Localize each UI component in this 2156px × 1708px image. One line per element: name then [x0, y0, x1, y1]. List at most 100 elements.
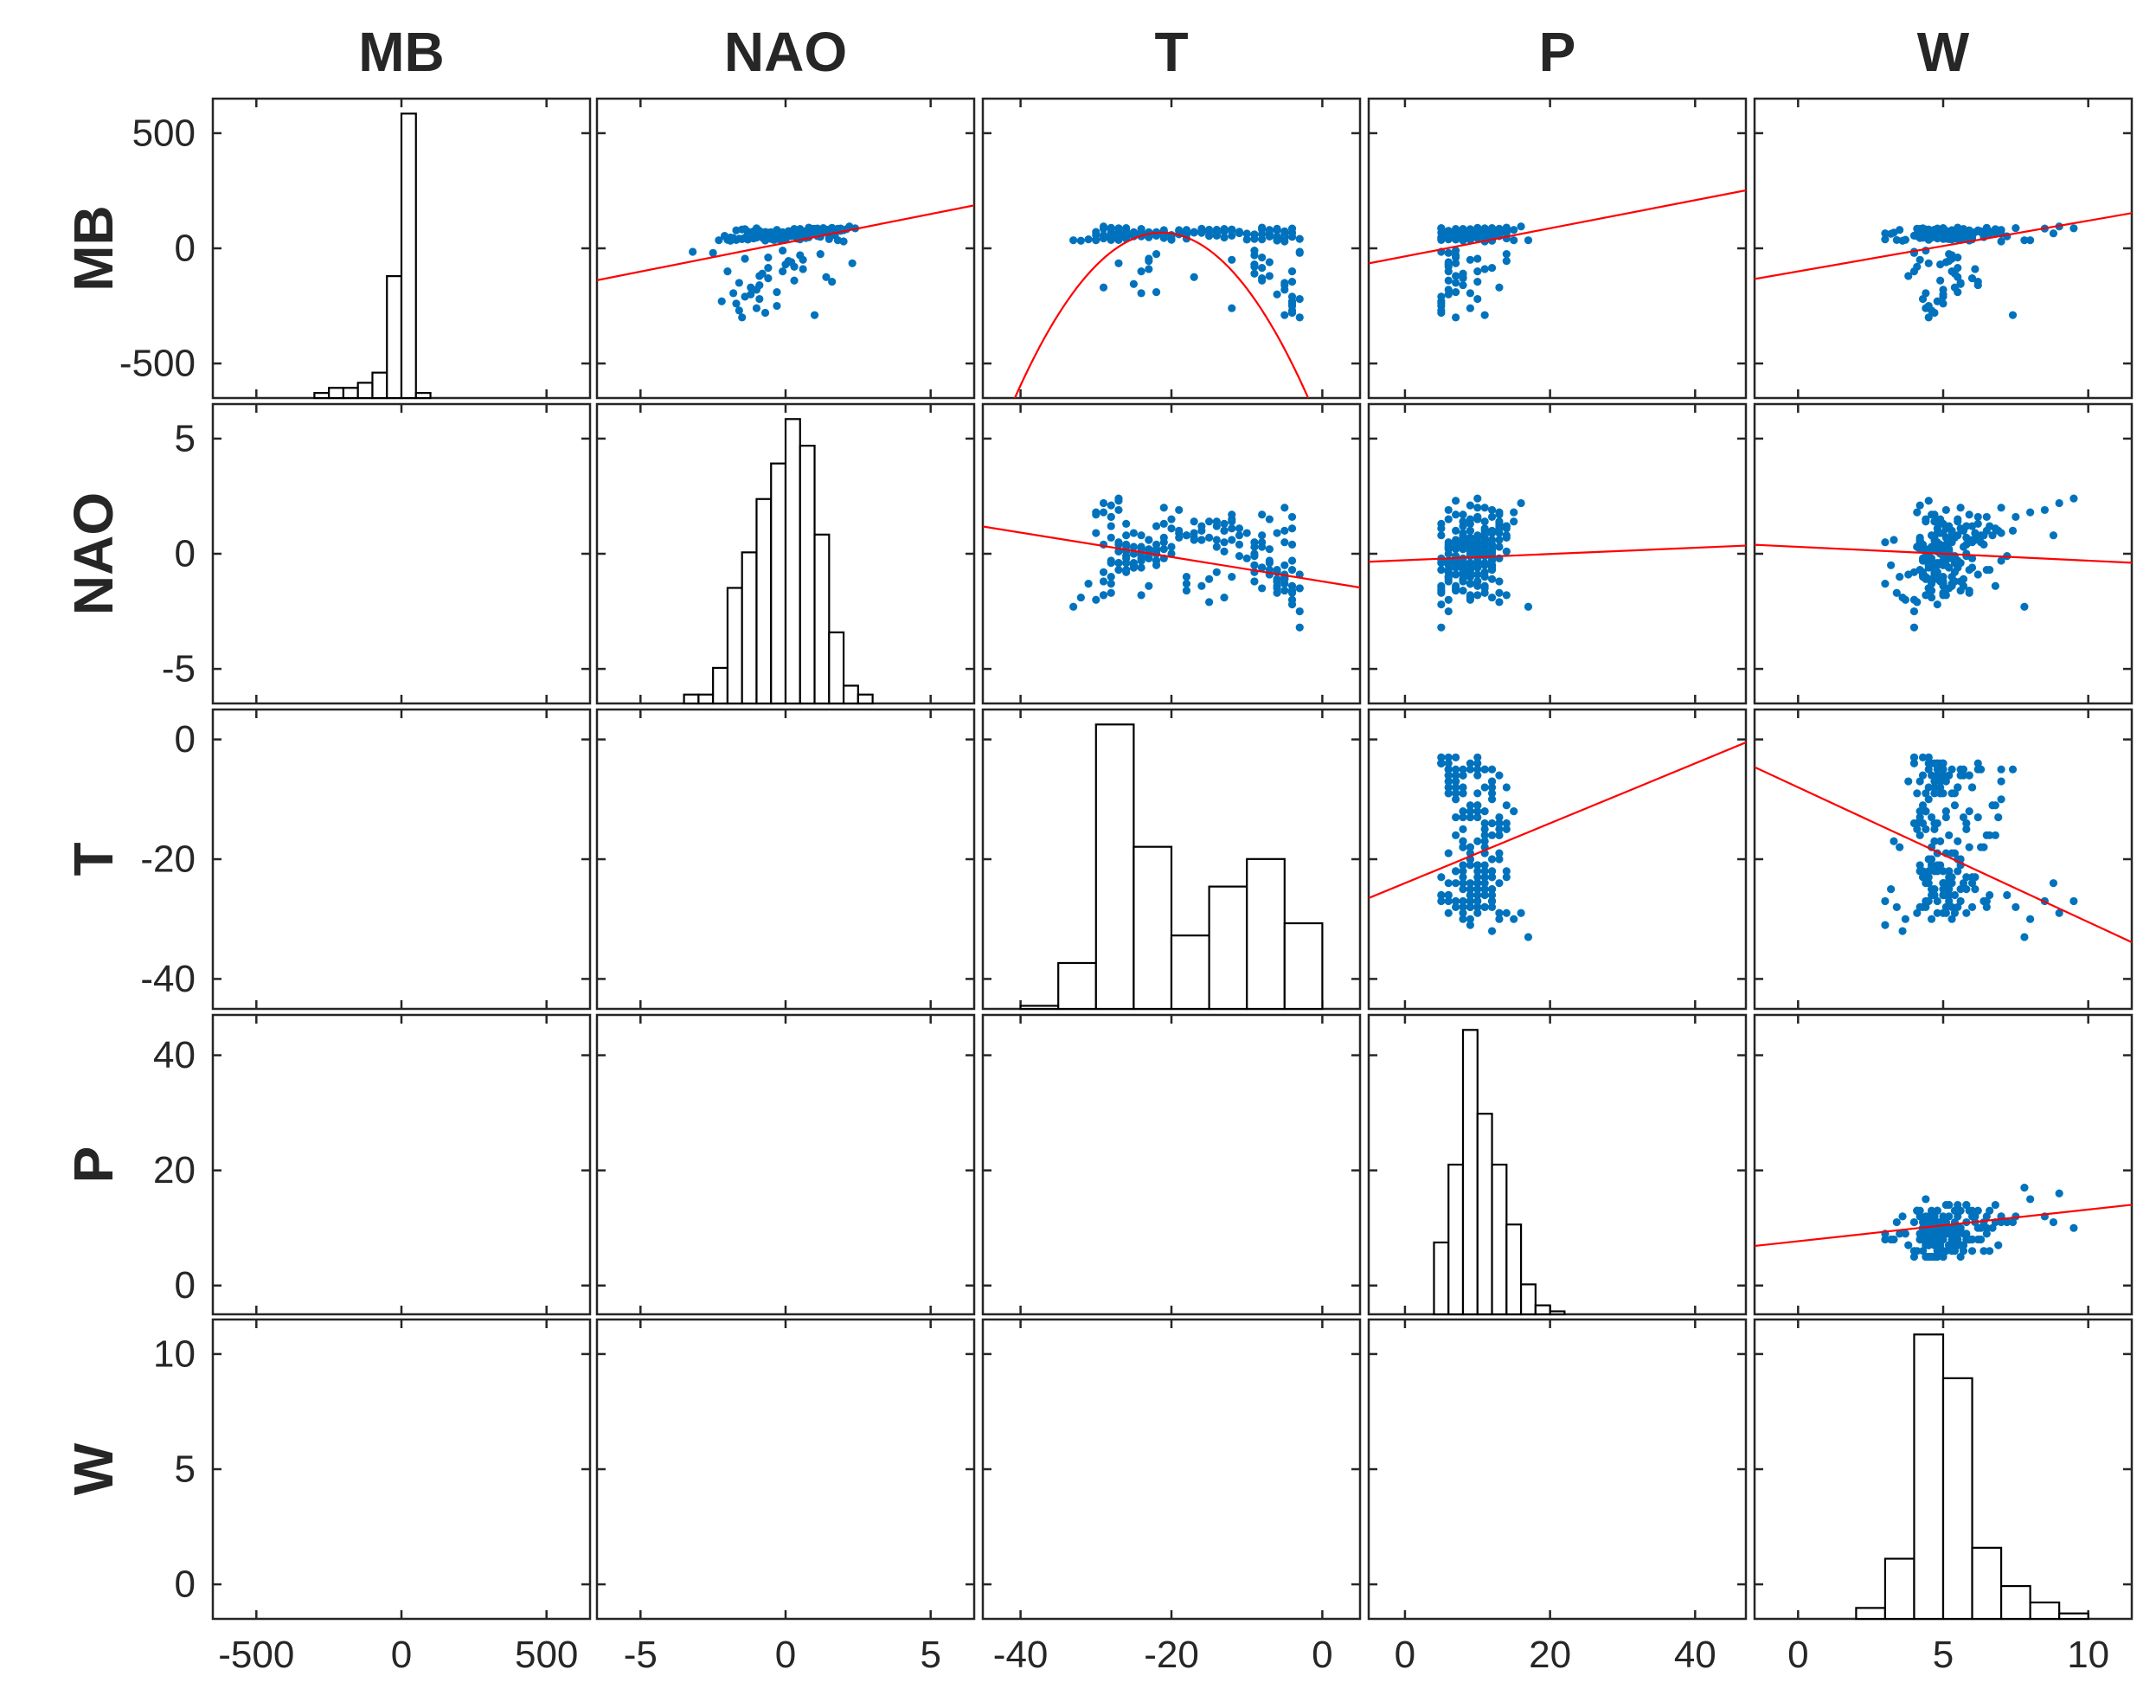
panel-nao-vs-nao: [595, 402, 976, 705]
scatter-point: [1452, 536, 1460, 544]
scatter-point: [1941, 807, 1950, 816]
scatter-point: [1265, 226, 1274, 234]
scatter-point: [1480, 573, 1489, 581]
scatter-point: [1962, 234, 1971, 242]
scatter-point: [1122, 233, 1131, 241]
scatter-point: [1473, 277, 1482, 286]
scatter-point: [1466, 902, 1474, 911]
scatter-point: [1175, 505, 1184, 515]
scatter-point: [1280, 561, 1289, 569]
scatter-point: [1452, 287, 1460, 297]
scatter-point: [760, 228, 770, 236]
scatter-point: [1495, 909, 1504, 917]
scatter-point: [779, 228, 787, 238]
scatter-point: [1922, 517, 1930, 526]
scatter-point: [1444, 777, 1453, 786]
scatter-point: [1959, 812, 1968, 822]
scatter-point: [1939, 588, 1947, 597]
scatter-point: [1069, 602, 1078, 611]
scatter-point: [1452, 795, 1460, 804]
scatter-point: [1896, 1230, 1904, 1238]
scatter-point: [1924, 313, 1933, 322]
scatter-point: [1273, 290, 1281, 299]
scatter-point: [1924, 1217, 1933, 1227]
scatter-point: [1190, 517, 1198, 526]
scatter-point: [1287, 556, 1297, 565]
scatter-point: [1473, 807, 1482, 816]
scatter-point: [1950, 283, 1960, 292]
panel-nao-vs-p: [1367, 402, 1748, 705]
scatter-point: [1295, 313, 1304, 322]
scatter-point: [1452, 279, 1460, 287]
scatter-point: [1945, 831, 1954, 839]
panel-frame: [981, 97, 1362, 400]
scatter-point: [1954, 1235, 1962, 1244]
scatter-points: [1881, 494, 2078, 632]
scatter-point: [1452, 272, 1460, 280]
scatter-point: [732, 226, 741, 234]
scatter-point: [848, 259, 857, 267]
histogram-bar: [1505, 1223, 1523, 1316]
scatter-point: [1287, 524, 1297, 533]
scatter-point: [1936, 260, 1945, 269]
y-tick-label: 40: [153, 1034, 196, 1076]
scatter-point: [1986, 831, 1994, 839]
scatter-point: [1265, 556, 1274, 565]
scatter-point: [1924, 795, 1933, 804]
fit-line: [1755, 1204, 2132, 1248]
scatter-point: [1287, 228, 1297, 237]
panel-mb-vs-w: [1753, 97, 2134, 400]
scatter-point: [1114, 559, 1123, 568]
scatter-point: [1510, 226, 1518, 234]
scatter-point: [1956, 771, 1965, 780]
scatter-point: [2026, 915, 2035, 923]
fit-line: [1369, 742, 1746, 899]
scatter-point: [1997, 226, 2005, 234]
scatter-point: [1924, 235, 1933, 244]
scatter-point: [1459, 561, 1467, 569]
panel-p-vs-nao: [595, 1013, 976, 1316]
scatter-point: [1137, 552, 1145, 561]
scatter-point: [1459, 771, 1467, 780]
scatter-point: [1487, 867, 1497, 876]
histogram-bar: [741, 551, 758, 705]
scatter-point: [1452, 777, 1460, 786]
scatter-point: [1915, 536, 1924, 544]
panel-frame: [595, 708, 976, 1011]
scatter-points: [1069, 222, 1304, 322]
scatter-point: [1437, 519, 1446, 529]
scatter-point: [1967, 563, 1977, 572]
scatter-point: [1069, 236, 1078, 245]
scatter-point: [1452, 510, 1460, 519]
scatter-point: [1258, 264, 1267, 273]
scatter-point: [1137, 591, 1145, 600]
scatter-point: [1918, 902, 1928, 911]
scatter-point: [1954, 517, 1962, 526]
scatter-point: [1452, 584, 1460, 593]
x-tick-label: 10: [2067, 1634, 2109, 1676]
scatter-point: [1167, 543, 1176, 551]
scatter-point: [1901, 235, 1909, 244]
scatter-point: [1273, 588, 1281, 597]
scatter-point: [1452, 812, 1460, 822]
scatter-point: [1287, 588, 1297, 597]
y-tick-label: 20: [153, 1149, 196, 1191]
scatter-point: [1480, 783, 1489, 792]
scatter-point: [1965, 1206, 1973, 1215]
panel-p-vs-p: [1367, 1013, 1748, 1316]
panel-t-vs-nao: [595, 708, 976, 1011]
scatter-point: [1459, 280, 1467, 290]
scatter-point: [1466, 573, 1474, 581]
scatter-point: [1480, 873, 1489, 882]
scatter-point: [1137, 289, 1145, 298]
scatter-point: [1980, 1247, 1988, 1255]
scatter-point: [1130, 0, 1138, 4]
scatter-point: [2020, 602, 2029, 611]
scatter-point: [1473, 230, 1482, 239]
scatter-point: [1444, 229, 1453, 238]
scatter-points: [1437, 753, 1533, 941]
scatter-point: [1444, 276, 1453, 285]
scatter-point: [1915, 501, 1924, 510]
scatter-point: [2008, 311, 2018, 319]
scatter-point: [1287, 277, 1297, 286]
